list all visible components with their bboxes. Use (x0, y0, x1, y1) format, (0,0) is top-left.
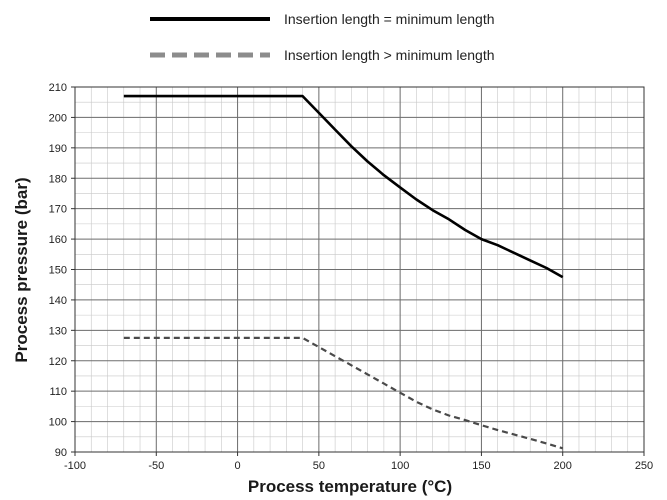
y-tick-label: 90 (55, 447, 67, 459)
y-axis-title: Process pressure (bar) (12, 177, 31, 362)
y-tick-label: 130 (49, 325, 67, 337)
y-tick-label: 190 (49, 143, 67, 155)
y-tick-label: 110 (49, 386, 67, 398)
x-tick-label: 0 (235, 460, 241, 472)
y-tick-label: 200 (49, 112, 67, 124)
y-axis-ticks: 90 100 110 120 130 140 150 160 170 180 190 200 210 (49, 82, 75, 459)
legend-label-minimum-length: Insertion length = minimum length (284, 11, 495, 27)
x-tick-label: 100 (391, 460, 409, 472)
y-tick-label: 180 (49, 173, 67, 185)
y-tick-label: 150 (49, 265, 67, 277)
data-series (123, 94, 564, 450)
x-tick-label: 200 (554, 460, 572, 472)
major-gridlines (74, 86, 645, 453)
legend: Insertion length = minimum length Insert… (150, 11, 495, 63)
x-tick-label: 250 (635, 460, 653, 472)
x-axis-ticks: -100 -50 0 50 100 150 200 250 (64, 452, 653, 472)
y-tick-label: 170 (49, 204, 67, 216)
x-tick-label: 50 (313, 460, 325, 472)
y-tick-label: 210 (49, 82, 67, 94)
y-tick-label: 100 (49, 417, 67, 429)
x-tick-label: -100 (64, 460, 86, 472)
x-tick-label: 150 (472, 460, 490, 472)
y-tick-label: 140 (49, 295, 67, 307)
y-tick-label: 160 (49, 234, 67, 246)
series-line-greater-than-minimum (123, 336, 564, 450)
y-tick-label: 120 (49, 356, 67, 368)
series-line-minimum-length (123, 94, 564, 279)
legend-label-greater-than-minimum: Insertion length > minimum length (284, 47, 495, 63)
x-axis-title: Process temperature (°C) (248, 477, 452, 496)
x-tick-label: -50 (148, 460, 164, 472)
